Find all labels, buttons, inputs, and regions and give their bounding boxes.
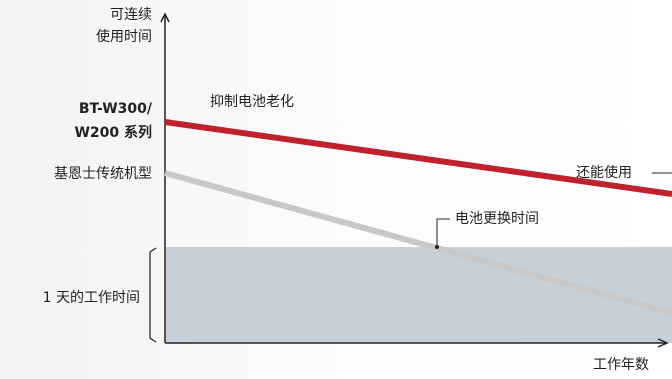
band-bracket: [149, 247, 157, 343]
y-axis-arrow: [160, 12, 170, 23]
series-label-bt-w300-line1: BT-W300/: [78, 101, 152, 117]
daily-work-band: [165, 247, 672, 343]
series-line-bt-w300: [164, 119, 672, 197]
y-axis-label: 可连续 使用时间: [40, 6, 152, 46]
x-axis-arrow: [657, 338, 669, 348]
series-label-bt-w300: BT-W300/ W200 系列: [40, 100, 152, 142]
annotation-still-usable: 还能使用: [576, 165, 632, 181]
y-axis-label-line2: 使用时间: [96, 29, 152, 45]
annotation-suppress-aging: 抑制电池老化: [210, 94, 294, 110]
annotation-replacement-time: 电池更换时间: [455, 211, 539, 227]
x-axis-label: 工作年数: [593, 357, 649, 373]
y-axis-label-line1: 可连续: [110, 7, 152, 23]
replace-callout-line: [436, 218, 450, 247]
series-label-conventional: 基恩士传统机型: [54, 166, 152, 182]
series-line-conventional: [164, 170, 672, 316]
band-label: 1 天的工作时间: [42, 290, 140, 306]
replace-point: [435, 245, 439, 249]
series-label-bt-w300-line2: W200 系列: [74, 125, 152, 141]
